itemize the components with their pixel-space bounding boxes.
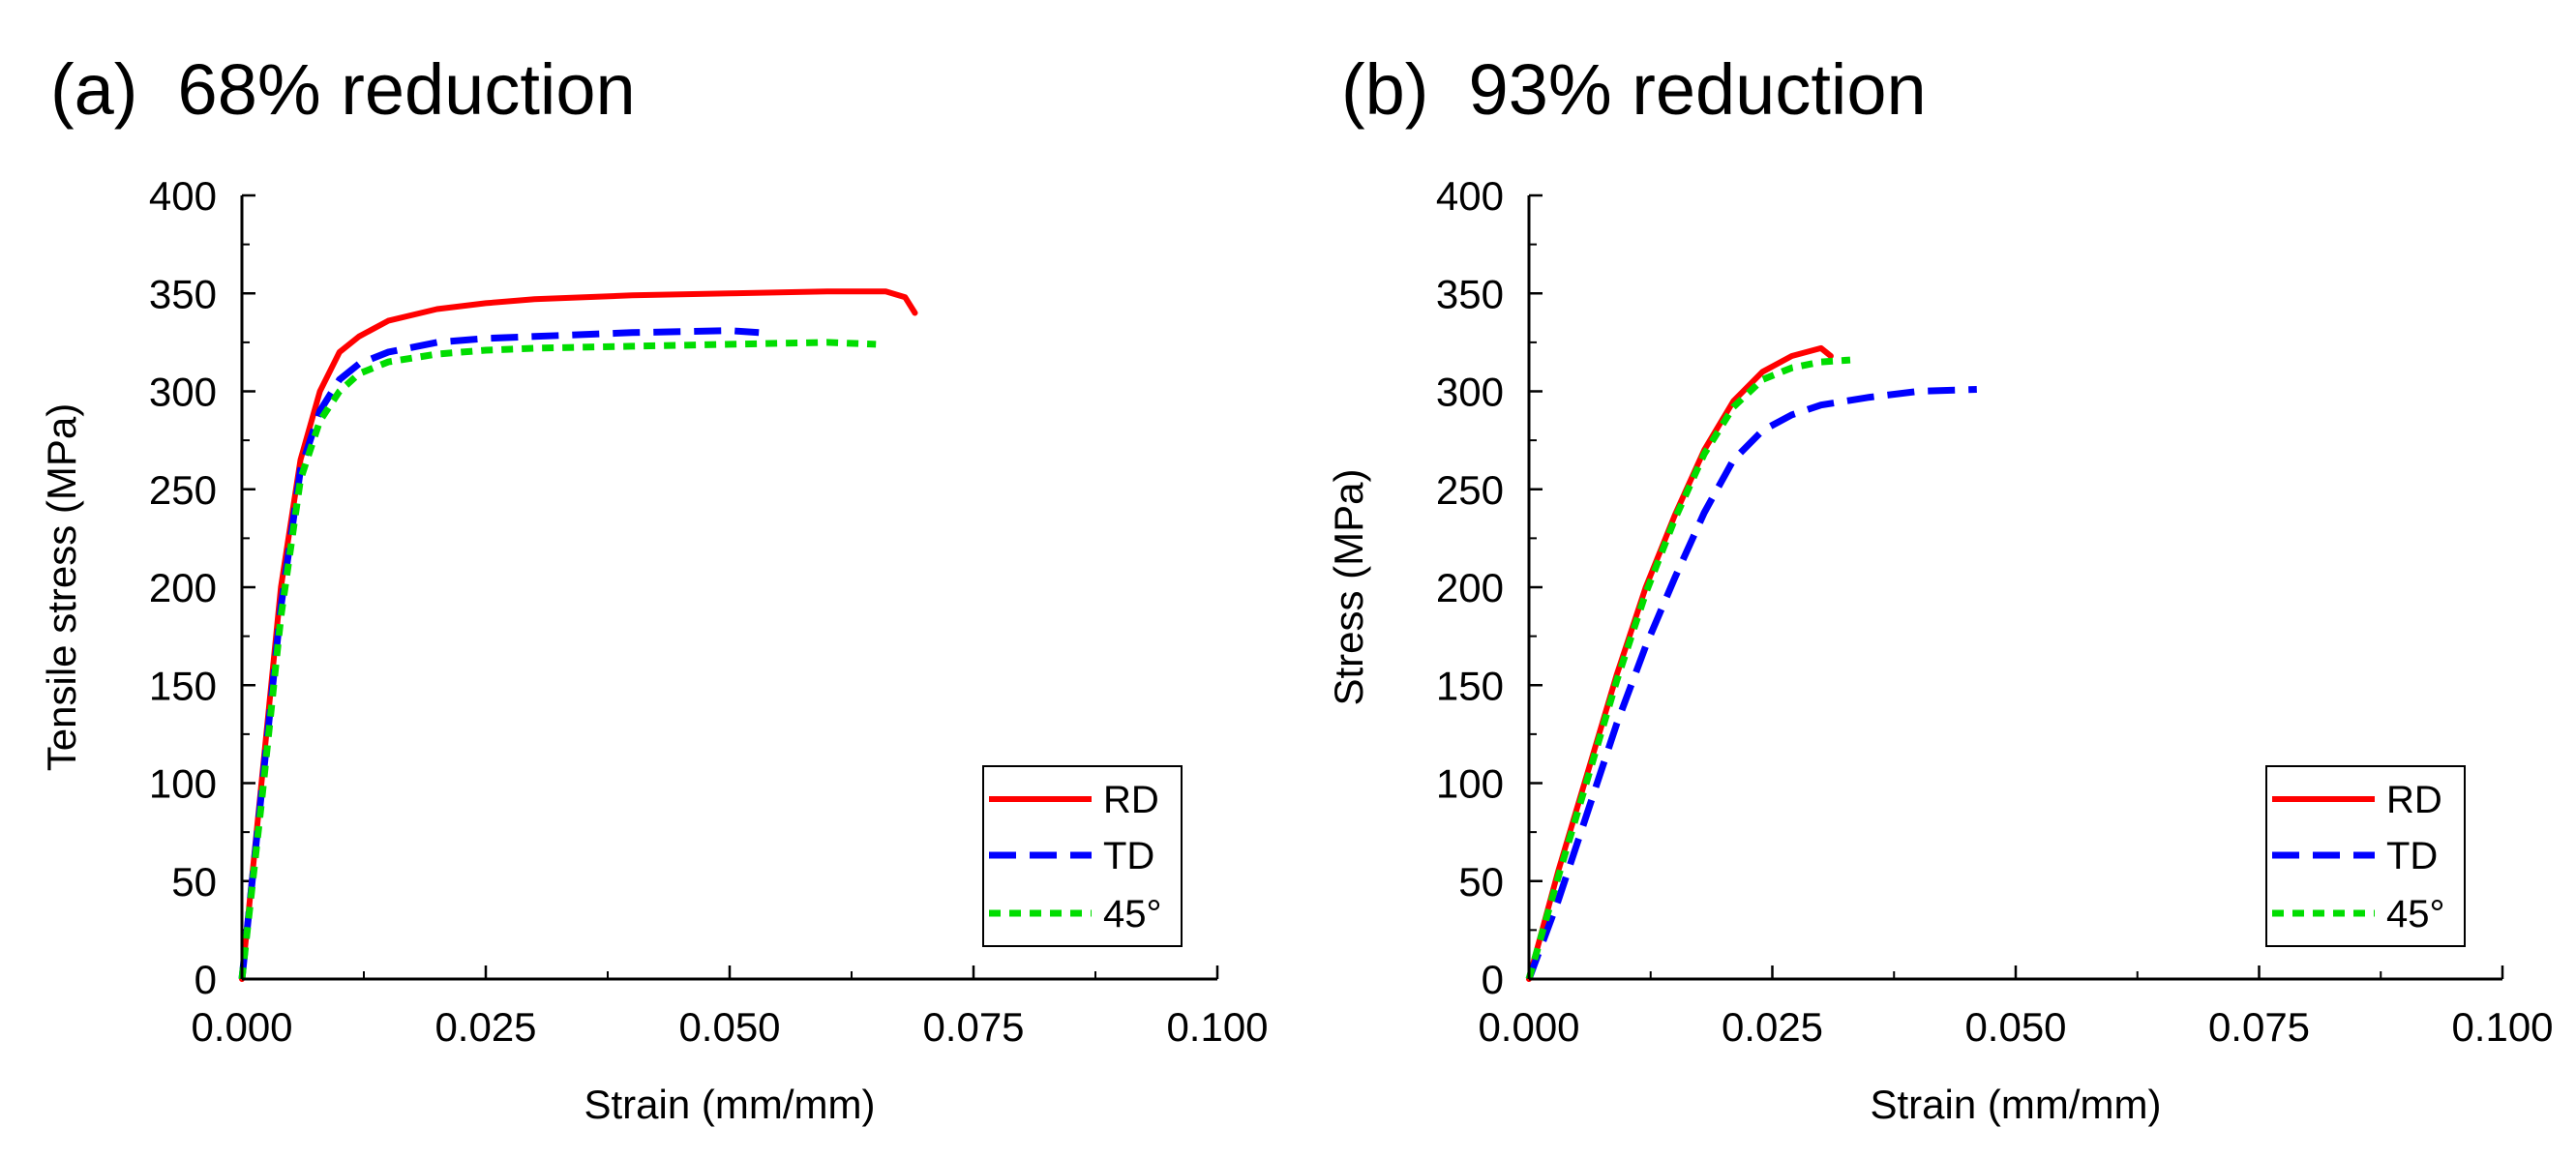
chart-a-xtick-label-0.075: 0.075 bbox=[922, 1004, 1024, 1050]
chart-b-ytick-label-150: 150 bbox=[1436, 663, 1504, 708]
chart-a-xtick-label-0.025: 0.025 bbox=[434, 1004, 536, 1050]
chart-b-xtick-label-0.100: 0.100 bbox=[2451, 1004, 2553, 1050]
chart-a-xtick-label-0.000: 0.000 bbox=[191, 1004, 292, 1050]
chart-b-title: (b) 93% reduction bbox=[1341, 49, 1927, 130]
chart-a-ytick-label-200: 200 bbox=[149, 565, 217, 610]
chart-a-title: (a) 68% reduction bbox=[50, 49, 636, 130]
chart-b-series-td-line bbox=[1525, 386, 1977, 981]
chart-a-ytick-label-350: 350 bbox=[149, 271, 217, 316]
chart-b-legend-td-label: TD bbox=[2386, 835, 2438, 877]
chart-a-legend-td-label: TD bbox=[1103, 835, 1154, 877]
chart-a-legend-rd-label: RD bbox=[1103, 779, 1159, 821]
chart-a-x-axis-label: Strain (mm/mm) bbox=[584, 1082, 876, 1127]
chart-b-ytick-label-200: 200 bbox=[1436, 565, 1504, 610]
chart-b-legend-45deg-label: 45° bbox=[2386, 893, 2445, 935]
chart-a-xtick-label-0.100: 0.100 bbox=[1166, 1004, 1268, 1050]
chart-a-ytick-label-50: 50 bbox=[171, 859, 217, 905]
chart-b-ytick-label-250: 250 bbox=[1436, 467, 1504, 513]
chart-b-ytick-label-300: 300 bbox=[1436, 370, 1504, 415]
chart-b-ytick-label-100: 100 bbox=[1436, 761, 1504, 807]
chart-a-ytick-label-300: 300 bbox=[149, 370, 217, 415]
chart-b-x-ticks: 0.000 0.025 0.050 0.075 0.100 bbox=[1478, 965, 2554, 1050]
chart-a-legend-45deg-label: 45° bbox=[1103, 893, 1162, 935]
chart-b-ytick-label-350: 350 bbox=[1436, 271, 1504, 316]
chart-b-xtick-label-0.025: 0.025 bbox=[1722, 1004, 1823, 1050]
chart-a-ytick-label-0: 0 bbox=[195, 957, 217, 1002]
chart-b-xtick-label-0.075: 0.075 bbox=[2208, 1004, 2310, 1050]
chart-a-xtick-label-0.050: 0.050 bbox=[678, 1004, 780, 1050]
chart-b-y-axis-label: Stress (MPa) bbox=[1326, 468, 1371, 705]
chart-b-series-rd-line bbox=[1526, 344, 1834, 982]
chart-a-ytick-label-400: 400 bbox=[149, 173, 217, 219]
chart-b-legend-rd-label: RD bbox=[2386, 779, 2442, 821]
chart-b-ytick-label-0: 0 bbox=[1482, 957, 1504, 1002]
chart-a-y-ticks: 0 50 100 150 200 250 300 350 400 bbox=[149, 173, 255, 1002]
chart-a-ytick-label-250: 250 bbox=[149, 467, 217, 513]
chart-b-x-axis-label: Strain (mm/mm) bbox=[1871, 1082, 2162, 1127]
chart-b-legend: RD TD 45° bbox=[2265, 765, 2466, 947]
chart-a-series-45deg-line bbox=[238, 339, 877, 980]
chart-a-series-td-line bbox=[238, 327, 760, 980]
chart-b-ytick-label-50: 50 bbox=[1458, 859, 1504, 905]
chart-panel-a: (a) 68% reduction 0 50 100 150 200 250 3… bbox=[39, 49, 1269, 1127]
chart-a-ytick-label-100: 100 bbox=[149, 761, 217, 807]
chart-a-y-axis-label: Tensile stress (MPa) bbox=[39, 403, 84, 771]
chart-b-xtick-label-0.000: 0.000 bbox=[1478, 1004, 1579, 1050]
chart-a-ytick-label-150: 150 bbox=[149, 663, 217, 708]
chart-a-legend: RD TD 45° bbox=[982, 765, 1183, 947]
chart-a-series-rd-line bbox=[239, 288, 918, 982]
chart-b-ytick-label-400: 400 bbox=[1436, 173, 1504, 219]
chart-panel-b: (b) 93% reduction 0 50 100 150 200 250 3… bbox=[1326, 49, 2554, 1127]
chart-b-xtick-label-0.050: 0.050 bbox=[1964, 1004, 2066, 1050]
chart-b-series-45deg-line bbox=[1525, 356, 1851, 980]
chart-b-y-ticks: 0 50 100 150 200 250 300 350 400 bbox=[1436, 173, 1543, 1002]
chart-a-x-ticks: 0.000 0.025 0.050 0.075 0.100 bbox=[191, 965, 1269, 1050]
